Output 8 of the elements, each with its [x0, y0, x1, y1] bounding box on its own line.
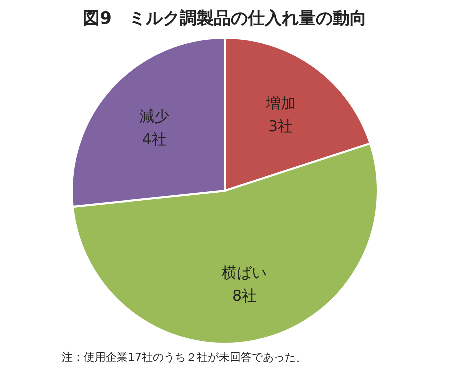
slice-label: 横ばい	[222, 264, 268, 282]
data-label: 8社	[232, 286, 257, 305]
slice-label: 増加	[264, 94, 296, 112]
data-label: 4社	[142, 130, 167, 149]
text: 注：使用企業17社のうち２社が未回答であった。	[62, 351, 307, 364]
chart-title: 図9 ミルク調製品の仕入れ量の動向	[83, 9, 367, 29]
data-label: 3社	[268, 117, 294, 136]
slice-label: 減少	[140, 108, 170, 126]
